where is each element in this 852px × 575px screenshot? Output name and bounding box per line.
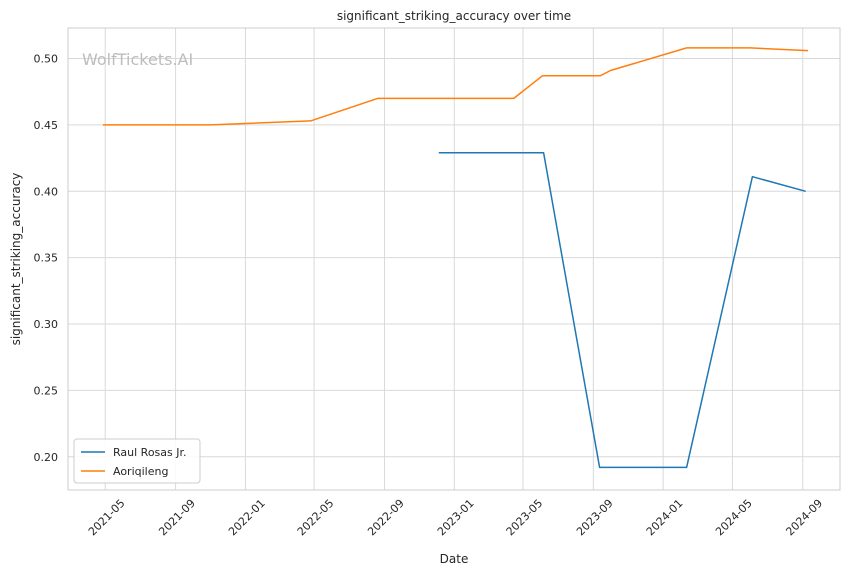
x-tick-label: 2021-09: [156, 497, 198, 539]
watermark: WolfTickets.AI: [82, 50, 193, 69]
y-tick-label: 0.50: [34, 53, 59, 66]
chart-title: significant_striking_accuracy over time: [337, 9, 571, 23]
series-line-aoriqileng: [102, 47, 809, 126]
x-tick-label: 2024-01: [644, 497, 686, 539]
y-axis-title: significant_striking_accuracy: [9, 173, 23, 346]
x-tick-label: 2022-05: [295, 497, 337, 539]
y-tick-label: 0.35: [34, 252, 59, 265]
grid-lines: [68, 28, 840, 490]
x-tick-label: 2022-01: [226, 497, 268, 539]
y-tick-label: 0.45: [34, 119, 59, 132]
series-line-raul-rosas-jr: [438, 152, 806, 469]
y-tick-labels: 0.20 0.25 0.30 0.35 0.40 0.45 0.50: [34, 53, 59, 464]
x-tick-label: 2023-05: [504, 497, 546, 539]
x-tick-label: 2021-05: [86, 497, 128, 539]
x-tick-label: 2023-09: [574, 497, 616, 539]
y-tick-label: 0.25: [34, 384, 59, 397]
x-tick-labels: 2021-05 2021-09 2022-01 2022-05 2022-09 2023-…: [86, 497, 825, 539]
legend: Raul Rosas Jr. Aoriqileng: [73, 438, 201, 484]
legend-box: [73, 438, 201, 484]
x-axis-title: Date: [440, 552, 469, 566]
y-tick-label: 0.30: [34, 318, 59, 331]
x-tick-label: 2023-01: [435, 497, 477, 539]
x-tick-label: 2024-05: [713, 497, 755, 539]
x-tick-label: 2022-09: [365, 497, 407, 539]
series-lines: [102, 47, 809, 469]
legend-label-raul-rosas-jr: Raul Rosas Jr.: [113, 446, 187, 459]
y-tick-label: 0.20: [34, 451, 59, 464]
plot-frame: [67, 27, 841, 491]
y-tick-label: 0.40: [34, 185, 59, 198]
legend-label-aoriqileng: Aoriqileng: [113, 465, 168, 478]
x-tick-label: 2024-09: [783, 497, 825, 539]
